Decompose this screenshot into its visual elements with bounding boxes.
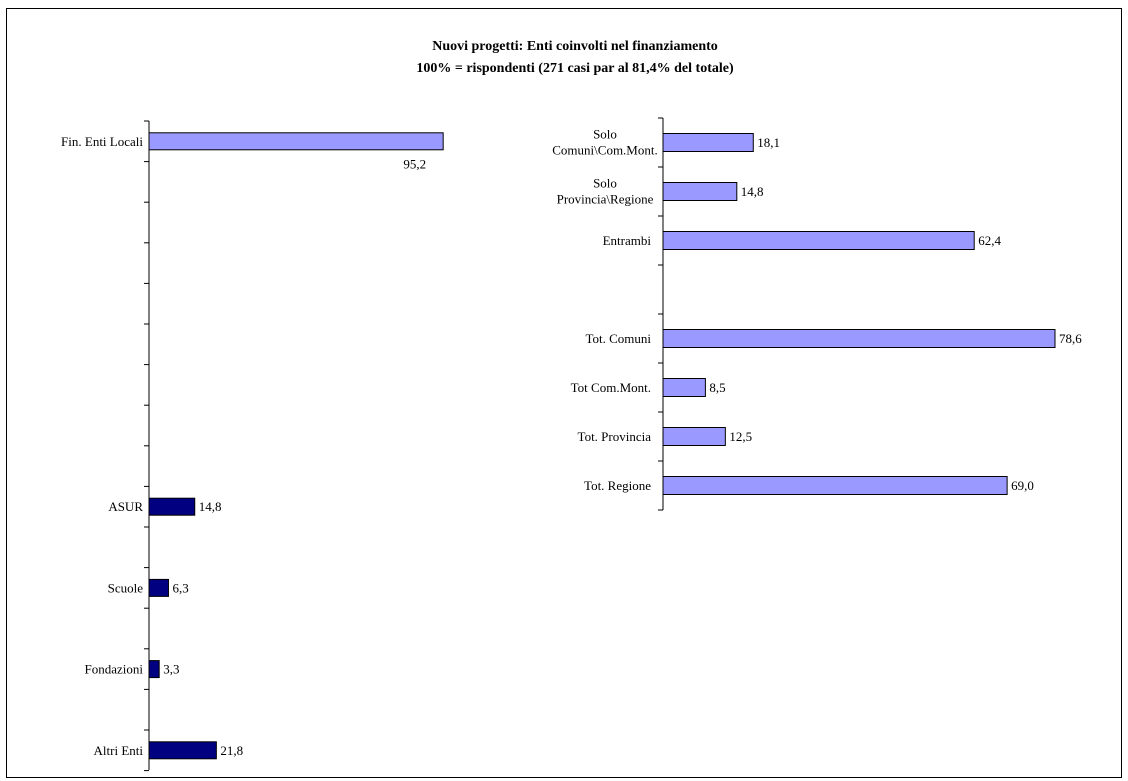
right-category-label-line: Solo bbox=[593, 127, 617, 142]
left-value-label: 21,8 bbox=[220, 743, 243, 758]
right-category-label: Solo Comuni\Com.Mont. bbox=[552, 127, 657, 158]
right-bar bbox=[662, 182, 738, 201]
right-category-label: Solo Provincia\Regione bbox=[557, 176, 654, 207]
right-bar bbox=[662, 378, 706, 397]
right-category-label: Tot Com.Mont. bbox=[571, 380, 651, 395]
chart-title: Nuovi progetti: Enti coinvolti nel finan… bbox=[432, 39, 718, 54]
right-value-label: 69,0 bbox=[1011, 478, 1034, 493]
left-value-label: 3,3 bbox=[163, 662, 179, 677]
right-value-label: 14,8 bbox=[741, 184, 764, 199]
right-bar bbox=[662, 231, 975, 250]
left-category-label: Fondazioni bbox=[85, 662, 144, 677]
left-bar bbox=[148, 741, 217, 760]
chart-title-block: Nuovi progetti: Enti coinvolti nel finan… bbox=[0, 36, 1128, 80]
left-category-label: ASUR bbox=[108, 499, 143, 514]
left-bar bbox=[148, 132, 444, 151]
left-value-label: 6,3 bbox=[172, 580, 188, 595]
left-category-label: Scuole bbox=[108, 580, 144, 595]
right-bar bbox=[662, 427, 726, 446]
right-value-label: 18,1 bbox=[757, 135, 780, 150]
left-value-label: 14,8 bbox=[199, 499, 222, 514]
right-category-label-line: Provincia\Regione bbox=[557, 192, 654, 207]
right-category-label: Tot. Regione bbox=[584, 478, 651, 493]
right-bar bbox=[662, 133, 754, 152]
right-value-label: 62,4 bbox=[978, 233, 1001, 248]
right-category-label: Tot. Provincia bbox=[578, 429, 652, 444]
right-value-label: 78,6 bbox=[1059, 331, 1082, 346]
right-value-label: 12,5 bbox=[729, 429, 752, 444]
right-category-label: Tot. Comuni bbox=[585, 331, 651, 346]
left-category-label: Altri Enti bbox=[94, 743, 144, 758]
right-bar bbox=[662, 476, 1008, 495]
right-bar bbox=[662, 329, 1056, 348]
right-category-label-line: Solo bbox=[593, 176, 617, 191]
left-value-label: 95,2 bbox=[403, 156, 426, 171]
right-category-label-line: Comuni\Com.Mont. bbox=[552, 143, 657, 158]
left-category-label: Fin. Enti Locali bbox=[61, 134, 143, 149]
left-bar bbox=[148, 578, 169, 597]
chart-subtitle: 100% = rispondenti (271 casi par al 81,4… bbox=[416, 61, 734, 76]
left-bar bbox=[148, 660, 160, 679]
left-bar bbox=[148, 497, 196, 516]
right-category-label: Entrambi bbox=[603, 233, 652, 248]
right-value-label: 8,5 bbox=[709, 380, 725, 395]
